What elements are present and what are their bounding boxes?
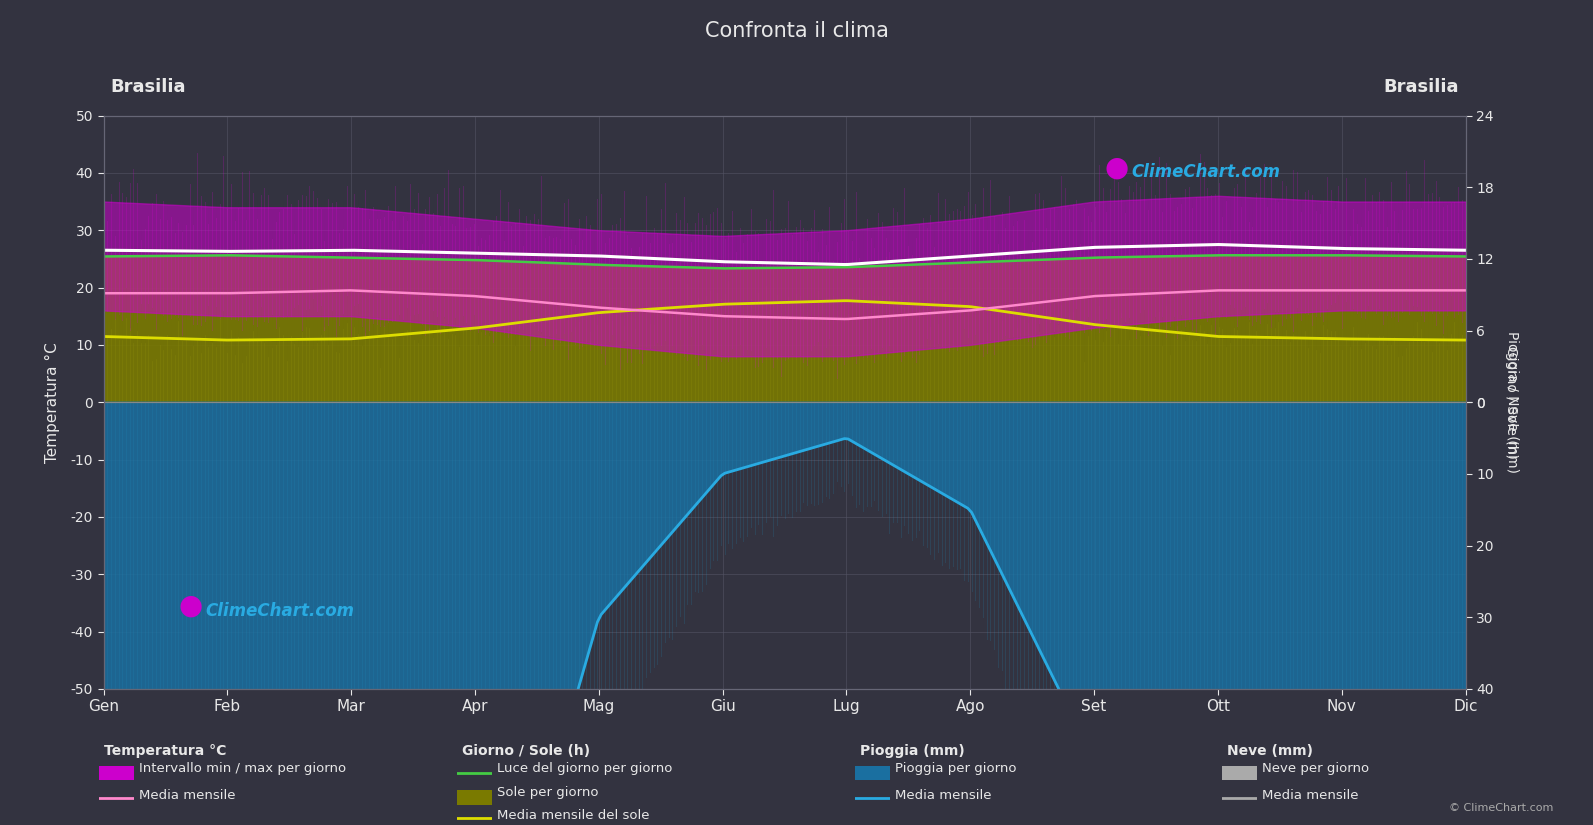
Text: Sole per giorno: Sole per giorno (497, 786, 599, 799)
Text: Media mensile: Media mensile (139, 789, 236, 802)
Text: Luce del giorno per giorno: Luce del giorno per giorno (497, 761, 672, 775)
Text: Confronta il clima: Confronta il clima (704, 21, 889, 40)
Text: Media mensile del sole: Media mensile del sole (497, 809, 650, 823)
Text: Intervallo min / max per giorno: Intervallo min / max per giorno (139, 761, 346, 775)
Text: Media mensile: Media mensile (1262, 789, 1359, 802)
Y-axis label: Temperatura °C: Temperatura °C (45, 342, 59, 463)
Text: Giorno / Sole (h): Giorno / Sole (h) (462, 744, 589, 758)
Text: Neve per giorno: Neve per giorno (1262, 761, 1368, 775)
Text: ClimeChart.com: ClimeChart.com (205, 602, 355, 620)
Y-axis label: Giorno / Sole (h): Giorno / Sole (h) (1505, 346, 1518, 459)
Text: ●: ● (178, 592, 202, 620)
Text: © ClimeChart.com: © ClimeChart.com (1448, 803, 1553, 813)
Text: Brasilia: Brasilia (1383, 78, 1459, 97)
Text: Brasilia: Brasilia (110, 78, 186, 97)
Text: ●: ● (1104, 153, 1129, 182)
Text: ClimeChart.com: ClimeChart.com (1133, 163, 1281, 182)
Text: Neve (mm): Neve (mm) (1227, 744, 1313, 758)
Text: Pioggia per giorno: Pioggia per giorno (895, 761, 1016, 775)
Text: Pioggia (mm): Pioggia (mm) (860, 744, 965, 758)
Text: Media mensile: Media mensile (895, 789, 992, 802)
Y-axis label: Pioggia / Neve (mm): Pioggia / Neve (mm) (1505, 331, 1518, 474)
Text: Temperatura °C: Temperatura °C (104, 744, 226, 758)
